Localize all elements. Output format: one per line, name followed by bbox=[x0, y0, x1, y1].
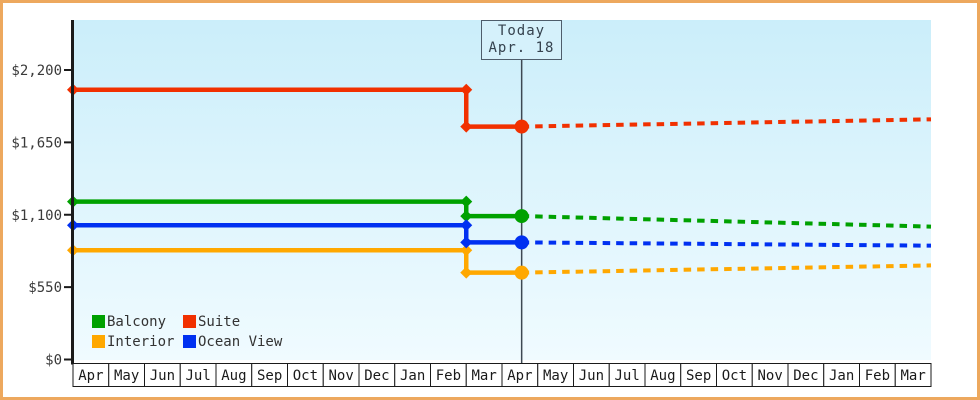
x-axis-month-label: Dec bbox=[793, 368, 818, 384]
x-axis-month-label: Jun bbox=[150, 368, 175, 384]
legend-item-suite: Suite bbox=[183, 313, 241, 330]
x-axis-month-label: Nov bbox=[328, 368, 353, 384]
data-point-marker bbox=[460, 244, 473, 257]
today-point-marker bbox=[514, 119, 529, 134]
data-point-marker bbox=[460, 210, 473, 223]
x-axis-month-label: Apr bbox=[78, 368, 103, 384]
x-axis-month-label: Nov bbox=[757, 368, 782, 384]
x-axis-month-label: May bbox=[114, 368, 139, 384]
series-ocean-view-forecast-line bbox=[521, 240, 932, 248]
today-point-marker bbox=[514, 265, 529, 280]
x-axis-month-label: Feb bbox=[436, 368, 461, 384]
plot-area bbox=[74, 20, 931, 360]
y-axis-tick-label: $1,100 bbox=[11, 208, 62, 224]
x-axis-month-cell bbox=[894, 363, 932, 387]
series-suite-line bbox=[73, 87, 522, 129]
today-marker-box: Today Apr. 18 bbox=[481, 20, 562, 60]
data-point-marker bbox=[460, 195, 473, 208]
series-balcony-line bbox=[73, 199, 522, 219]
legend-label: Balcony bbox=[107, 313, 167, 330]
x-axis-month-label: Jul bbox=[614, 368, 639, 384]
x-axis-month-label: Oct bbox=[722, 368, 747, 384]
series-balcony-forecast-line bbox=[521, 214, 932, 229]
y-axis-tick-label: $2,200 bbox=[11, 63, 62, 79]
x-axis-month-label: Mar bbox=[900, 368, 925, 384]
x-axis-month-label: Apr bbox=[507, 368, 532, 384]
data-point-marker bbox=[460, 219, 473, 232]
legend-label: Interior bbox=[107, 333, 175, 350]
today-point-marker bbox=[514, 209, 529, 224]
x-axis-month-label: Aug bbox=[221, 368, 246, 384]
x-axis-month-label: May bbox=[543, 368, 568, 384]
data-point-marker bbox=[460, 83, 473, 96]
x-axis-month-label: Jan bbox=[400, 368, 425, 384]
legend-swatch-icon bbox=[183, 315, 196, 328]
x-axis-month-label: Jun bbox=[579, 368, 604, 384]
today-label: Today bbox=[497, 23, 546, 39]
x-axis-month-label: Aug bbox=[650, 368, 675, 384]
x-axis-month-label: Sep bbox=[257, 368, 282, 384]
today-point-marker bbox=[514, 235, 529, 250]
legend-label: Suite bbox=[198, 313, 241, 330]
legend-swatch-icon bbox=[92, 315, 105, 328]
x-axis-month-label: Dec bbox=[364, 368, 389, 384]
series-interior-forecast-line bbox=[521, 263, 932, 275]
x-axis-month-label: Sep bbox=[686, 368, 711, 384]
x-axis-month-label: Mar bbox=[471, 368, 496, 384]
x-axis-month-label: Jul bbox=[185, 368, 210, 384]
legend-item-balcony: Balcony bbox=[92, 313, 167, 330]
series-ocean-view-line bbox=[73, 223, 522, 245]
legend-item-interior: Interior bbox=[92, 333, 175, 350]
today-date-label: Apr. 18 bbox=[488, 40, 555, 56]
x-axis-month-label: Oct bbox=[293, 368, 318, 384]
data-point-marker bbox=[460, 266, 473, 279]
x-axis-month-label: Jan bbox=[829, 368, 854, 384]
legend-item-ocean-view: Ocean View bbox=[183, 333, 283, 350]
legend-swatch-icon bbox=[92, 335, 105, 348]
series-interior-line bbox=[73, 248, 522, 275]
y-axis-tick-label: $550 bbox=[28, 280, 62, 296]
x-axis-month-label: Feb bbox=[865, 368, 890, 384]
series-suite-forecast-line bbox=[521, 117, 932, 129]
legend-label: Ocean View bbox=[198, 333, 283, 350]
y-axis-tick-label: $0 bbox=[45, 353, 62, 369]
y-axis-tick-label: $1,650 bbox=[11, 135, 62, 151]
data-point-marker bbox=[460, 236, 473, 249]
legend-swatch-icon bbox=[183, 335, 196, 348]
data-point-marker bbox=[460, 120, 473, 133]
